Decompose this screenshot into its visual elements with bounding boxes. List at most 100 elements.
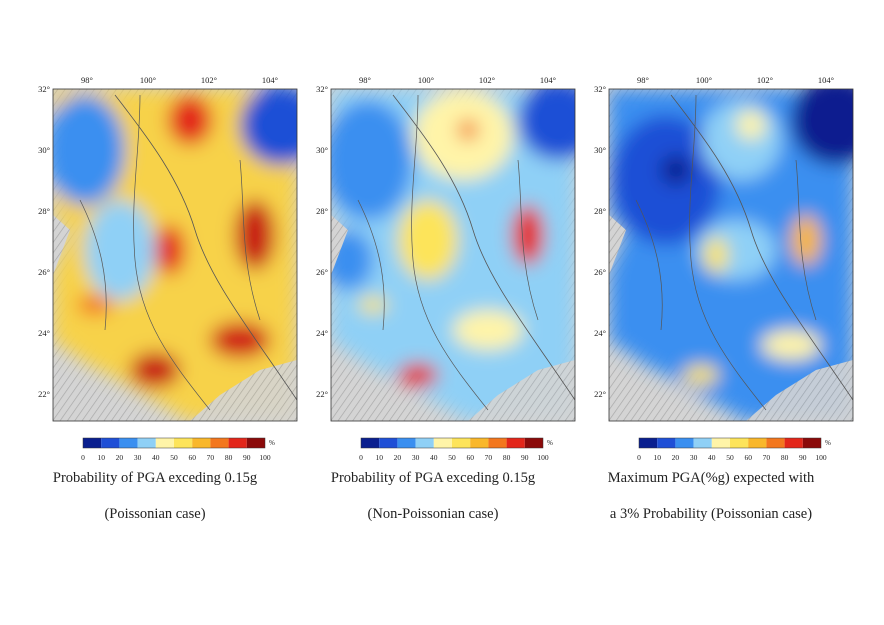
lon-label: 98° xyxy=(637,75,649,85)
legend-tick: 20 xyxy=(394,453,402,460)
legend-swatch xyxy=(675,438,694,448)
legend-tick: 90 xyxy=(243,453,251,460)
lat-label: 28° xyxy=(594,206,606,216)
legend-tick: 100 xyxy=(259,453,271,460)
map-panel-non-poissonian: 98° 100° 102° 104° 32° 30° 28° 26° 24° 2… xyxy=(288,0,578,625)
lat-label: 28° xyxy=(38,206,50,216)
legend-tick: 80 xyxy=(781,453,789,460)
lon-label: 100° xyxy=(140,75,156,85)
lat-label: 24° xyxy=(594,328,606,338)
legend-swatch xyxy=(397,438,416,448)
legend-tick: 60 xyxy=(744,453,752,460)
panel-caption-line2: (Poissonian case) xyxy=(104,506,206,522)
color-legend: % 0 10 20 30 40 50 60 70 80 90 100 xyxy=(359,437,553,460)
legend-tick: 100 xyxy=(537,453,549,460)
legend-tick: 30 xyxy=(690,453,698,460)
legend-tick: 10 xyxy=(375,453,383,460)
legend-swatch xyxy=(415,438,434,448)
legend-swatch xyxy=(470,438,489,448)
legend-tick: 30 xyxy=(134,453,142,460)
legend-tick: 0 xyxy=(359,453,363,460)
legend-tick: 40 xyxy=(708,453,716,460)
legend-tick: 0 xyxy=(637,453,641,460)
legend-tick: 10 xyxy=(97,453,105,460)
lat-label: 28° xyxy=(316,206,328,216)
legend-tick: 40 xyxy=(152,453,160,460)
lat-label: 26° xyxy=(316,267,328,277)
panel-caption-line2: a 3% Probability (Poissonian case) xyxy=(609,506,813,522)
lat-label: 24° xyxy=(38,328,50,338)
hazard-map-3: 98° 100° 102° 104° 32° 30° 28° 26° 24° 2… xyxy=(594,75,854,460)
legend-swatch xyxy=(711,438,730,448)
map-panel-poissonian: 98° 100° 102° 104° 32° 30° 28° 26° 24° 2… xyxy=(10,0,300,625)
legend-swatch xyxy=(228,438,247,448)
legend-tick: 40 xyxy=(430,453,438,460)
legend-tick: 60 xyxy=(466,453,474,460)
legend-swatch xyxy=(192,438,211,448)
legend-tick: 60 xyxy=(188,453,196,460)
lat-label: 26° xyxy=(594,267,606,277)
panel-caption-line2: (Non-Poissonian case) xyxy=(367,506,499,522)
legend-swatch xyxy=(748,438,767,448)
lon-label: 102° xyxy=(201,75,217,85)
legend-swatch xyxy=(506,438,525,448)
legend-swatch xyxy=(802,438,821,448)
lon-label: 100° xyxy=(696,75,712,85)
legend-tick: 70 xyxy=(207,453,215,460)
legend-swatch xyxy=(155,438,174,448)
legend-swatch xyxy=(119,438,138,448)
legend-swatch xyxy=(657,438,676,448)
legend-tick: 50 xyxy=(170,453,178,460)
legend-tick: 50 xyxy=(726,453,734,460)
legend-tick: 10 xyxy=(653,453,661,460)
legend-swatch xyxy=(174,438,193,448)
lat-label: 30° xyxy=(316,145,328,155)
legend-swatch xyxy=(83,438,102,448)
legend-tick: 50 xyxy=(448,453,456,460)
lon-label: 98° xyxy=(81,75,93,85)
legend-unit: % xyxy=(825,439,831,447)
hazard-map-1: 98° 100° 102° 104° 32° 30° 28° 26° 24° 2… xyxy=(38,75,298,460)
legend-tick: 70 xyxy=(485,453,493,460)
panel-caption-line1: Probability of PGA exceding 0.15g xyxy=(330,470,536,486)
lat-label: 32° xyxy=(38,84,50,94)
legend-swatch xyxy=(101,438,120,448)
panel-caption-line1: Probability of PGA exceding 0.15g xyxy=(52,470,258,486)
legend-swatch xyxy=(488,438,507,448)
legend-swatch xyxy=(639,438,658,448)
legend-swatch xyxy=(730,438,749,448)
lat-label: 22° xyxy=(38,389,50,399)
legend-swatch xyxy=(137,438,156,448)
hazard-map-2: 98° 100° 102° 104° 32° 30° 28° 26° 24° 2… xyxy=(316,75,576,460)
color-legend: % 0 10 20 30 40 50 60 70 80 90 100 xyxy=(637,437,831,460)
legend-tick: 90 xyxy=(799,453,807,460)
legend-unit: % xyxy=(547,439,553,447)
lat-label: 30° xyxy=(38,145,50,155)
lon-label: 104° xyxy=(262,75,278,85)
legend-swatch xyxy=(361,438,380,448)
legend-swatch xyxy=(784,438,803,448)
legend-swatch xyxy=(246,438,265,448)
map-panel-max-pga: 98° 100° 102° 104° 32° 30° 28° 26° 24° 2… xyxy=(566,0,856,625)
lon-label: 100° xyxy=(418,75,434,85)
legend-tick: 80 xyxy=(503,453,511,460)
legend-tick: 100 xyxy=(815,453,827,460)
panel-caption-line1: Maximum PGA(%g) expected with xyxy=(607,470,815,486)
legend-tick: 80 xyxy=(225,453,233,460)
legend-swatch xyxy=(210,438,229,448)
legend-tick: 90 xyxy=(521,453,529,460)
lat-label: 32° xyxy=(594,84,606,94)
lat-label: 22° xyxy=(594,389,606,399)
legend-tick: 20 xyxy=(672,453,680,460)
lon-label: 104° xyxy=(818,75,834,85)
lat-label: 26° xyxy=(38,267,50,277)
lat-label: 32° xyxy=(316,84,328,94)
legend-swatch xyxy=(379,438,398,448)
legend-tick: 70 xyxy=(763,453,771,460)
legend-swatch xyxy=(524,438,543,448)
legend-unit: % xyxy=(269,439,275,447)
color-legend: % 0 10 20 30 40 50 60 70 80 90 100 xyxy=(81,437,275,460)
legend-tick: 30 xyxy=(412,453,420,460)
lon-label: 102° xyxy=(757,75,773,85)
lat-label: 22° xyxy=(316,389,328,399)
